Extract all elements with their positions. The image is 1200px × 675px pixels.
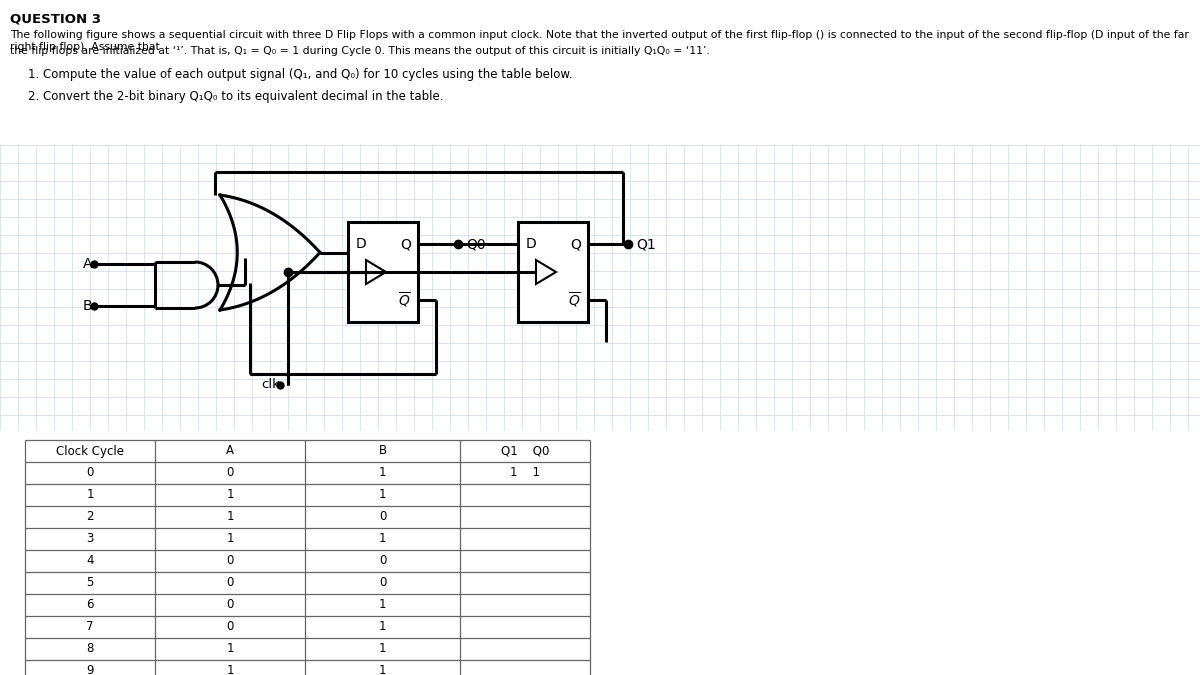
Text: 9: 9 [86, 664, 94, 675]
Text: 1: 1 [227, 489, 234, 502]
Text: Q0: Q0 [466, 237, 486, 251]
Text: 0: 0 [379, 576, 386, 589]
Text: D: D [526, 237, 536, 251]
Text: 1: 1 [379, 643, 386, 655]
Bar [518, 222, 588, 322]
Text: 0: 0 [227, 576, 234, 589]
Text: 1: 1 [379, 599, 386, 612]
Text: 2: 2 [86, 510, 94, 524]
Text: 0: 0 [86, 466, 94, 479]
Text: the flip flops are initialized at ‘¹’. That is, Q₁ = Q₀ = 1 during Cycle 0. This: the flip flops are initialized at ‘¹’. T… [10, 46, 710, 56]
Text: 2. Convert the 2-bit binary Q₁Q₀ to its equivalent decimal in the table.: 2. Convert the 2-bit binary Q₁Q₀ to its … [28, 90, 444, 103]
Text: 6: 6 [86, 599, 94, 612]
Text: 0: 0 [379, 510, 386, 524]
Text: B: B [378, 445, 386, 458]
Text: A: A [83, 257, 92, 271]
Text: 1. Compute the value of each output signal (Q₁, and Q₀) for 10 cycles using the : 1. Compute the value of each output sign… [28, 68, 572, 81]
Text: 1: 1 [379, 664, 386, 675]
Text: clk: clk [262, 379, 280, 391]
Text: 1: 1 [379, 533, 386, 545]
Text: 1: 1 [379, 620, 386, 634]
Text: 3: 3 [86, 533, 94, 545]
Text: Q1: Q1 [636, 237, 655, 251]
Text: Q: Q [570, 237, 581, 251]
Text: Q1    Q0: Q1 Q0 [500, 445, 550, 458]
Text: 1: 1 [379, 466, 386, 479]
Text: A: A [226, 445, 234, 458]
Text: 1: 1 [227, 533, 234, 545]
Text: Clock Cycle: Clock Cycle [56, 445, 124, 458]
Text: Q: Q [400, 237, 410, 251]
Text: 1: 1 [227, 510, 234, 524]
Text: 8: 8 [86, 643, 94, 655]
Text: 1: 1 [86, 489, 94, 502]
Bar [348, 222, 418, 322]
Text: 1: 1 [227, 643, 234, 655]
Text: 1    1: 1 1 [510, 466, 540, 479]
Text: $\overline{Q}$: $\overline{Q}$ [398, 290, 410, 310]
Text: The following figure shows a sequential circuit with three D Flip Flops with a c: The following figure shows a sequential … [10, 30, 1189, 51]
Text: B: B [83, 299, 92, 313]
Text: 0: 0 [379, 554, 386, 568]
Text: 1: 1 [227, 664, 234, 675]
Text: 0: 0 [227, 620, 234, 634]
Text: QUESTION 3: QUESTION 3 [10, 12, 101, 25]
Text: 5: 5 [86, 576, 94, 589]
Text: 1: 1 [379, 489, 386, 502]
Text: $\overline{Q}$: $\overline{Q}$ [568, 290, 581, 310]
Text: 0: 0 [227, 599, 234, 612]
Text: 4: 4 [86, 554, 94, 568]
Text: 7: 7 [86, 620, 94, 634]
Text: 0: 0 [227, 466, 234, 479]
Text: 0: 0 [227, 554, 234, 568]
Text: D: D [356, 237, 367, 251]
